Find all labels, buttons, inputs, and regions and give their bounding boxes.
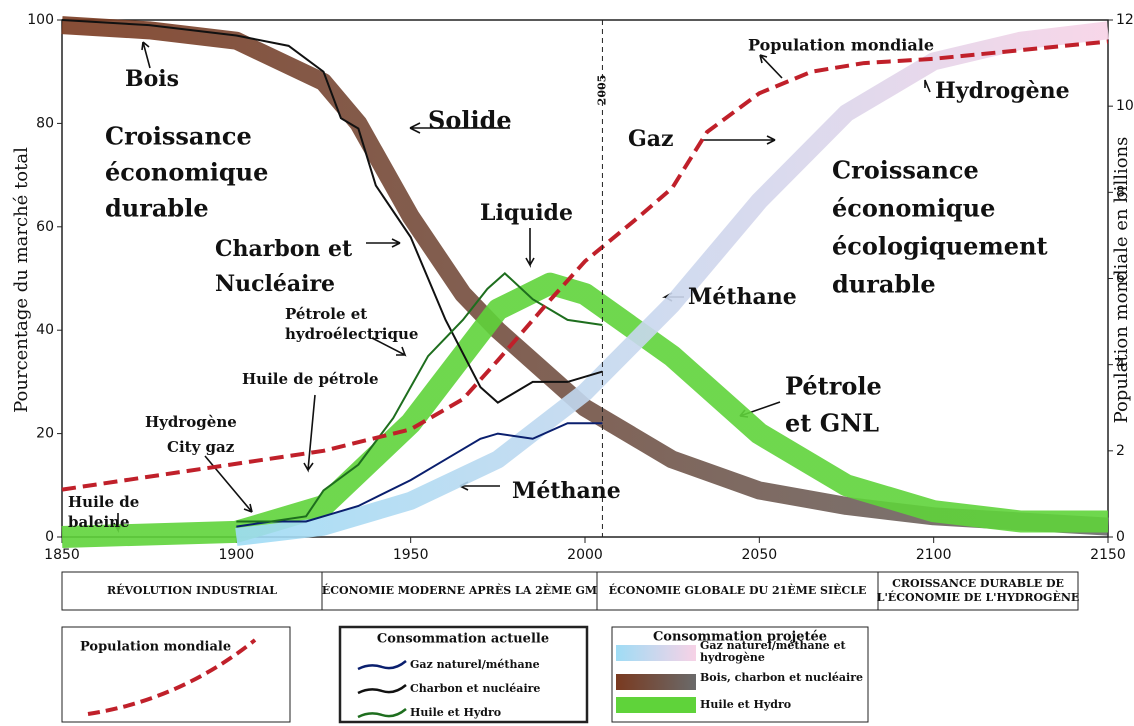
x-tick-label: 1950 bbox=[393, 547, 429, 563]
x-tick-label: 2150 bbox=[1090, 547, 1126, 563]
legend-label: Population mondiale bbox=[80, 640, 231, 655]
x-tick-label: 2050 bbox=[742, 547, 778, 563]
y2-axis-label: Population mondiale en billions bbox=[1111, 137, 1132, 424]
y-tick-label: 0 bbox=[45, 529, 54, 545]
y-tick-label: 100 bbox=[27, 12, 54, 28]
era-label: L'ÉCONOMIE DE L'HYDROGÈNE bbox=[877, 590, 1080, 604]
era-label: RÉVOLUTION INDUSTRIAL bbox=[107, 583, 277, 597]
annotation: Bois bbox=[125, 66, 179, 92]
annotation: Liquide bbox=[480, 200, 573, 226]
annotation: économique bbox=[105, 158, 268, 187]
current-line bbox=[236, 271, 603, 523]
legend-label: Charbon et nucléaire bbox=[410, 682, 540, 695]
y-tick-label: 40 bbox=[36, 322, 54, 338]
y2-tick-label: 4 bbox=[1116, 357, 1125, 373]
population-line bbox=[61, 39, 1109, 492]
annotation: Croissance bbox=[832, 156, 979, 185]
annotation: baleine bbox=[68, 513, 130, 531]
annotation: Méthane bbox=[512, 478, 621, 504]
annotation: durable bbox=[832, 270, 936, 299]
annotation: Méthane bbox=[688, 284, 797, 310]
legend-swatch bbox=[357, 660, 407, 671]
annotation: Hydrogène bbox=[935, 78, 1070, 104]
annotation: Hydrogène bbox=[145, 413, 237, 431]
x-tick-label: 1900 bbox=[219, 547, 255, 563]
y-tick-label: 20 bbox=[36, 426, 54, 442]
legend-label: Bois, charbon et nucléaire bbox=[700, 671, 863, 684]
annotation: et GNL bbox=[785, 409, 879, 438]
projected-band bbox=[61, 272, 1108, 548]
y-tick-label: 60 bbox=[36, 219, 54, 235]
legend-box bbox=[338, 625, 589, 724]
y2-tick-label: 10 bbox=[1116, 98, 1134, 114]
y2-tick-label: 0 bbox=[1116, 529, 1125, 545]
y2-tick-label: 6 bbox=[1116, 271, 1125, 287]
y2-tick-label: 8 bbox=[1116, 184, 1125, 200]
y-tick-label: 80 bbox=[36, 115, 54, 131]
era-label: CROISSANCE DURABLE DE bbox=[892, 577, 1064, 590]
legend-label: Gaz naturel/méthane bbox=[410, 658, 540, 671]
legend-swatch bbox=[616, 674, 696, 690]
era-label: ÉCONOMIE MODERNE APRÈS LA 2ÈME GM bbox=[322, 583, 597, 597]
legend-label: Huile et Hydro bbox=[410, 706, 501, 719]
annotation: Huile de bbox=[68, 493, 139, 511]
annotation: écologiquement bbox=[832, 232, 1048, 261]
era-bar bbox=[61, 571, 1079, 611]
annotation: Population mondiale bbox=[748, 36, 934, 55]
arrows bbox=[113, 41, 931, 534]
annotation: durable bbox=[105, 194, 209, 223]
annotation: Gaz bbox=[628, 126, 674, 152]
annotation: Pétrole bbox=[785, 372, 882, 401]
annotation: Nucléaire bbox=[215, 271, 335, 297]
era-label: ÉCONOMIE GLOBALE DU 21ÈME SIÈCLE bbox=[609, 583, 867, 597]
current-line bbox=[236, 422, 603, 528]
annotation: Huile de pétrole bbox=[242, 370, 379, 388]
legend-swatch bbox=[616, 645, 696, 661]
legend-swatch bbox=[357, 684, 407, 695]
annotation: City gaz bbox=[167, 438, 235, 456]
legend-swatch bbox=[357, 708, 407, 719]
legend-swatch bbox=[616, 697, 696, 713]
annotation: Croissance bbox=[105, 122, 252, 151]
current-line bbox=[61, 19, 603, 404]
x-tick-label: 2000 bbox=[567, 547, 603, 563]
legend-title: Consommation actuelle bbox=[377, 632, 549, 647]
legend-swatch bbox=[87, 638, 257, 716]
vline-label: 2005 bbox=[595, 75, 608, 106]
annotation: Charbon et bbox=[215, 236, 353, 262]
legend-label: Gaz naturel/méthane et hydrogène bbox=[700, 639, 846, 664]
legend-title: Consommation projetée bbox=[653, 630, 827, 645]
y2-tick-label: 12 bbox=[1116, 12, 1134, 28]
legend-label: Huile et Hydro bbox=[700, 698, 791, 711]
y-axis-label: Pourcentage du marché total bbox=[11, 147, 32, 413]
annotation: Pétrole et bbox=[285, 305, 367, 323]
annotation: Solide bbox=[428, 106, 512, 135]
y2-tick-label: 2 bbox=[1116, 443, 1125, 459]
annotation: hydroélectrique bbox=[285, 325, 418, 343]
annotation: économique bbox=[832, 194, 995, 223]
x-tick-label: 1850 bbox=[44, 547, 80, 563]
x-tick-label: 2100 bbox=[916, 547, 952, 563]
